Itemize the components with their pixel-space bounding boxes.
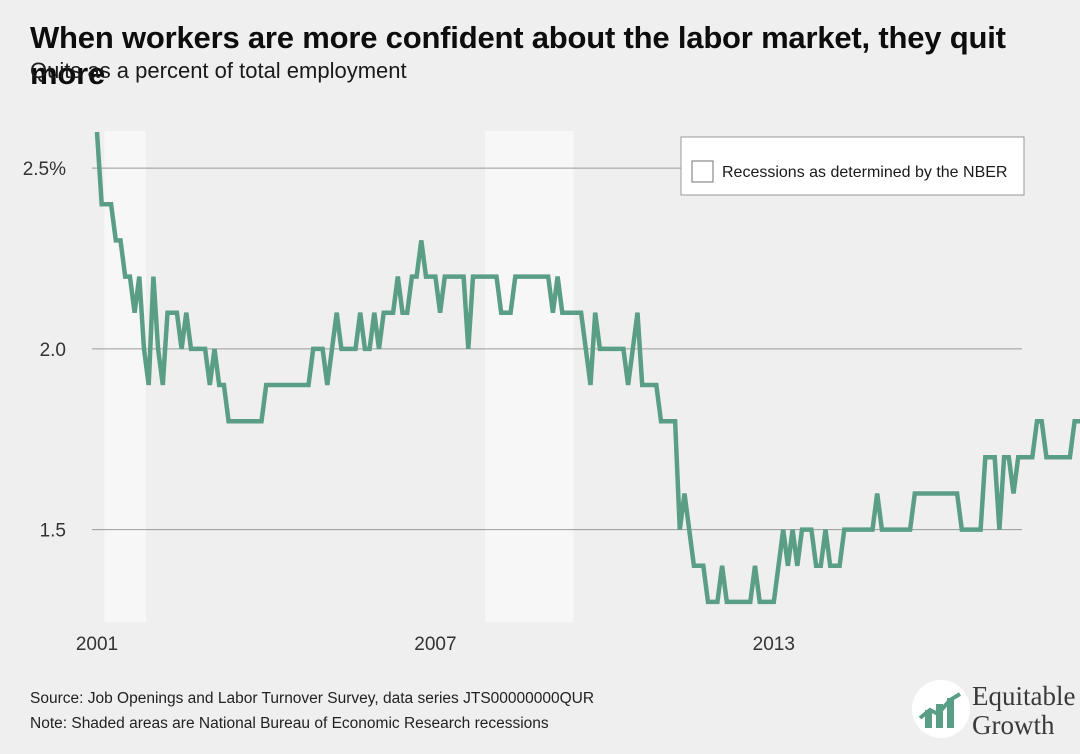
source-notes: Source: Job Openings and Labor Turnover … bbox=[30, 686, 594, 736]
x-tick-label: 2013 bbox=[753, 634, 795, 655]
logo-chart-icon bbox=[918, 692, 962, 728]
source-line: Source: Job Openings and Labor Turnover … bbox=[30, 690, 595, 707]
recession-bands bbox=[104, 131, 574, 622]
note-line: Note: Shaded areas are National Bureau o… bbox=[30, 715, 549, 732]
chart-title: When workers are more confident about th… bbox=[30, 20, 1006, 91]
legend: Recessions as determined by the NBER bbox=[680, 136, 1025, 196]
recession-band-2 bbox=[485, 131, 574, 622]
x-tick-label: 2007 bbox=[414, 634, 456, 655]
y-tick-label: 2.5% bbox=[23, 159, 66, 180]
y-tick-label: 1.5 bbox=[40, 521, 66, 542]
series-line-quits-rate bbox=[94, 131, 1080, 605]
logo-circle-icon bbox=[912, 680, 970, 738]
legend-recession-swatch bbox=[691, 160, 714, 183]
logo-text: Equitable Growth bbox=[972, 681, 1076, 740]
series-lines bbox=[94, 131, 1080, 605]
y-tick-label: 2.0 bbox=[40, 340, 66, 361]
y-axis-tick-labels: 2.5% 2.0 1.5 bbox=[23, 159, 66, 541]
legend-recession-label: Recessions as determined by the NBER bbox=[722, 164, 1007, 181]
legend-box bbox=[680, 136, 1025, 196]
x-tick-label: 2001 bbox=[76, 634, 118, 655]
equitable-growth-logo: Equitable Growth bbox=[908, 676, 1076, 746]
chart-subtitle: Quits as a percent of total employment bbox=[30, 58, 407, 83]
x-axis-tick-labels: 2001 2007 2013 bbox=[76, 634, 795, 655]
